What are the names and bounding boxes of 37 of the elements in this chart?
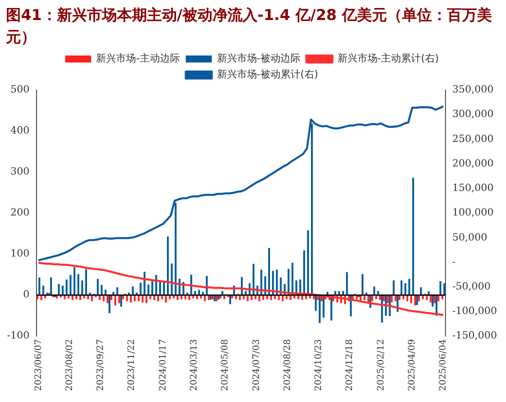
y2-tick-label: 300,000 bbox=[452, 109, 494, 120]
y2-tick-label: -100,000 bbox=[452, 306, 498, 318]
x-tick-label: 2023/11/22 bbox=[127, 339, 138, 391]
y-tick-label: 400 bbox=[10, 126, 30, 137]
y-tick-label: 0 bbox=[23, 290, 30, 301]
y-tick-label: 100 bbox=[10, 248, 30, 260]
x-tick-label: 2024/01/17 bbox=[158, 338, 168, 391]
y2-tick-label: 250,000 bbox=[452, 134, 494, 145]
x-tick-label: 2024/07/03 bbox=[252, 338, 262, 391]
x-tick-label: 2023/06/07 bbox=[34, 338, 44, 391]
legend-label: 新兴市场-主动累计(右) bbox=[337, 52, 439, 65]
chart-title: 图41：新兴市场本期主动/被动净流入-1.4 亿/28 亿美元（单位：百万美元） bbox=[5, 5, 493, 48]
x-tick-label: 2023/09/27 bbox=[96, 338, 106, 391]
x-tick-label: 2025/04/09 bbox=[408, 338, 418, 391]
y2-tick-label: - bbox=[452, 256, 456, 268]
legend-label: 新兴市场-被动边际 bbox=[216, 52, 300, 65]
y-tick-label: 500 bbox=[10, 84, 30, 96]
x-tick-label: 2024/10/23 bbox=[314, 338, 324, 391]
x-tick-label: 2024/05/08 bbox=[220, 338, 231, 391]
y2-tick-label: 350,000 bbox=[452, 84, 494, 96]
y-tick-label: 300 bbox=[10, 166, 30, 178]
legend-label: 新兴市场-被动累计(右) bbox=[216, 68, 318, 81]
x-tick-label: 2025/06/04 bbox=[438, 338, 449, 391]
y2-tick-label: -150,000 bbox=[452, 330, 498, 342]
x-tick-label: 2024/12/18 bbox=[345, 338, 356, 391]
y-tick-label: -100 bbox=[6, 330, 30, 342]
x-tick-label: 2025/02/12 bbox=[376, 339, 386, 391]
x-tick-label: 2023/08/02 bbox=[64, 339, 75, 391]
y2-tick-label: 150,000 bbox=[452, 183, 494, 194]
y2-tick-label: -50,000 bbox=[452, 281, 491, 292]
y-tick-label: 200 bbox=[10, 208, 30, 219]
y2-tick-label: 50,000 bbox=[452, 232, 488, 244]
y2-tick-label: 200,000 bbox=[452, 158, 494, 170]
x-tick-label: 2024/08/28 bbox=[282, 338, 293, 391]
legend-label: 新兴市场-主动边际 bbox=[96, 52, 180, 65]
x-tick-label: 2024/03/13 bbox=[189, 338, 200, 391]
y2-tick-label: 100,000 bbox=[452, 208, 494, 219]
